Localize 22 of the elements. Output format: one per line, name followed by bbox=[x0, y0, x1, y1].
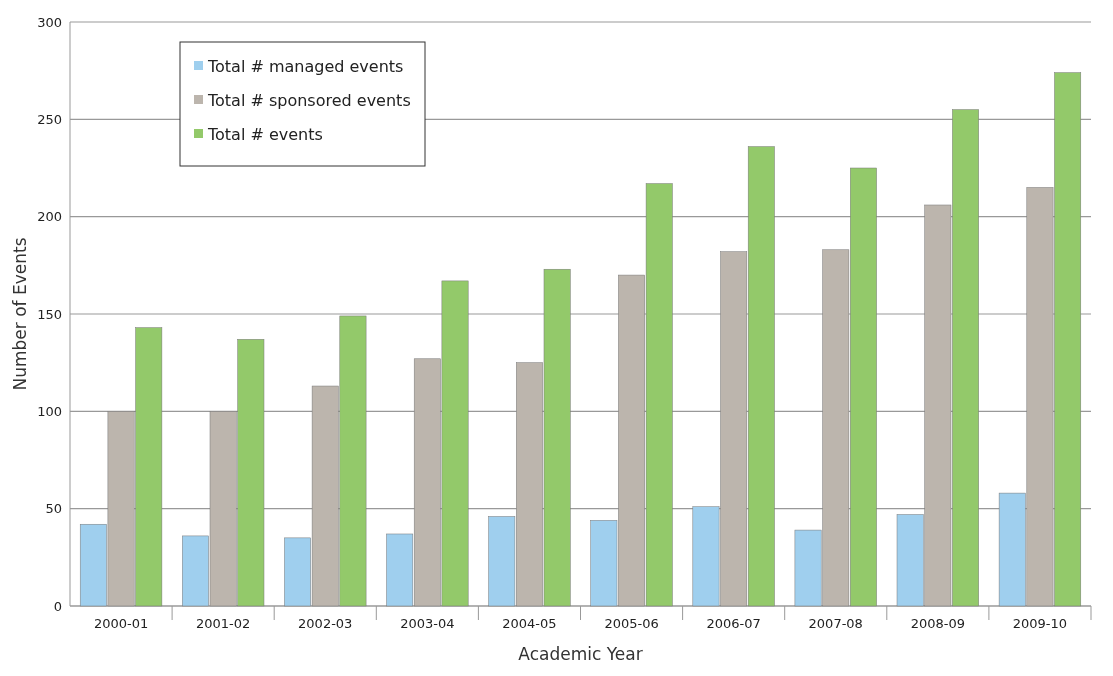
y-axis-title: Number of Events bbox=[10, 237, 30, 391]
x-tick-label: 2006-07 bbox=[706, 616, 761, 631]
legend-label: Total # managed events bbox=[207, 56, 404, 76]
y-tick-label: 50 bbox=[45, 501, 62, 517]
y-tick-label: 250 bbox=[37, 111, 62, 127]
y-tick-label: 150 bbox=[37, 306, 62, 322]
legend-label: Total # sponsored events bbox=[207, 90, 411, 110]
x-tick-label: 2009-10 bbox=[1012, 616, 1068, 631]
y-tick-label: 0 bbox=[53, 598, 62, 614]
x-tick-label: 2005-06 bbox=[604, 616, 659, 631]
x-tick-label: 2003-04 bbox=[400, 616, 455, 631]
x-axis-title: Academic Year bbox=[518, 644, 643, 664]
legend-label: Total # events bbox=[207, 124, 323, 144]
x-tick-label: 2004-05 bbox=[502, 616, 557, 631]
y-tick-label: 100 bbox=[37, 403, 62, 419]
x-tick-label: 2007-08 bbox=[808, 616, 863, 631]
x-tick-label: 2001-02 bbox=[195, 616, 251, 631]
y-tick-label: 300 bbox=[37, 14, 62, 30]
y-tick-label: 200 bbox=[37, 209, 62, 225]
x-tick-label: 2008-09 bbox=[910, 616, 966, 631]
x-tick-label: 2002-03 bbox=[298, 616, 353, 631]
x-tick-label: 2000-01 bbox=[93, 616, 149, 631]
